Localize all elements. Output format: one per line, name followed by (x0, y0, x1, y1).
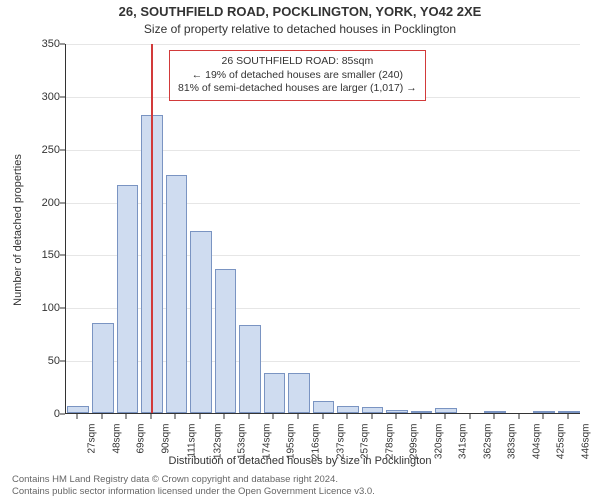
x-tick-mark (518, 414, 519, 419)
x-tick-mark (297, 414, 298, 419)
footer-line1: Contains HM Land Registry data © Crown c… (12, 474, 375, 486)
x-tick-label: 111sqm (187, 424, 198, 458)
x-tick-mark (322, 414, 323, 419)
x-tick-label: 320sqm (433, 424, 444, 460)
footer: Contains HM Land Registry data © Crown c… (12, 474, 375, 498)
x-tick-label: 90sqm (160, 424, 171, 454)
x-tick-mark (150, 414, 151, 419)
x-tick-mark (371, 414, 372, 419)
x-tick-label: 69sqm (136, 424, 147, 454)
x-tick-mark (420, 414, 421, 419)
plot-area: 26 SOUTHFIELD ROAD: 85sqm ← 19% of detac… (65, 44, 580, 414)
bar (264, 373, 286, 413)
bar (362, 407, 384, 413)
chart-frame: 26, SOUTHFIELD ROAD, POCKLINGTON, YORK, … (0, 0, 600, 500)
x-tick-label: 153sqm (237, 424, 248, 460)
bar (484, 411, 506, 413)
bar (533, 411, 555, 413)
x-tick-label: 48sqm (111, 424, 122, 454)
bar (166, 175, 188, 413)
x-tick-label: 237sqm (335, 424, 346, 460)
bar (435, 408, 457, 413)
x-tick-mark (175, 414, 176, 419)
y-tick-label: 0 (30, 408, 60, 420)
annotation-line2: ← 19% of detached houses are smaller (24… (178, 69, 417, 83)
y-tick-label: 250 (30, 144, 60, 156)
bar (288, 373, 310, 413)
marker-line (151, 44, 153, 413)
x-tick-label: 278sqm (384, 424, 395, 460)
annotation-line3: 81% of semi-detached houses are larger (… (178, 82, 417, 96)
x-tick-label: 362sqm (482, 424, 493, 460)
bar (558, 411, 580, 413)
x-tick-mark (445, 414, 446, 419)
x-tick-label: 446sqm (580, 424, 591, 460)
bar (190, 231, 212, 413)
annotation-box: 26 SOUTHFIELD ROAD: 85sqm ← 19% of detac… (169, 50, 426, 101)
x-tick-mark (199, 414, 200, 419)
y-tick-label: 100 (30, 302, 60, 314)
annotation-line1: 26 SOUTHFIELD ROAD: 85sqm (178, 55, 417, 69)
bar (337, 406, 359, 413)
x-tick-label: 132sqm (212, 424, 223, 460)
x-tick-mark (543, 414, 544, 419)
x-tick-mark (567, 414, 568, 419)
x-tick-label: 257sqm (359, 424, 370, 460)
x-tick-label: 27sqm (87, 424, 98, 454)
x-tick-mark (248, 414, 249, 419)
x-tick-mark (273, 414, 274, 419)
bar (411, 411, 433, 413)
x-tick-mark (347, 414, 348, 419)
x-tick-mark (469, 414, 470, 419)
bar (215, 269, 237, 413)
x-tick-label: 383sqm (506, 424, 517, 460)
x-tick-mark (224, 414, 225, 419)
x-tick-label: 216sqm (310, 424, 321, 460)
y-tick-label: 350 (30, 38, 60, 50)
x-tick-label: 404sqm (531, 424, 542, 460)
y-tick-label: 200 (30, 197, 60, 209)
bar (117, 185, 139, 413)
x-tick-mark (101, 414, 102, 419)
x-tick-label: 299sqm (408, 424, 419, 460)
x-tick-mark (126, 414, 127, 419)
y-tick-label: 300 (30, 91, 60, 103)
x-tick-mark (396, 414, 397, 419)
footer-line2: Contains public sector information licen… (12, 486, 375, 498)
x-tick-mark (77, 414, 78, 419)
x-tick-label: 425sqm (555, 424, 566, 460)
y-tick-label: 50 (30, 355, 60, 367)
x-tick-mark (494, 414, 495, 419)
y-tick-label: 150 (30, 249, 60, 261)
title-main: 26, SOUTHFIELD ROAD, POCKLINGTON, YORK, … (0, 4, 600, 19)
x-tick-label: 174sqm (261, 424, 272, 460)
x-tick-label: 195sqm (286, 424, 297, 460)
bar (386, 410, 408, 413)
bar (92, 323, 114, 413)
bar (67, 406, 89, 413)
x-tick-label: 341sqm (457, 424, 468, 460)
bar (313, 401, 335, 413)
bar (239, 325, 261, 413)
title-sub: Size of property relative to detached ho… (0, 22, 600, 36)
y-axis-label: Number of detached properties (12, 154, 24, 306)
